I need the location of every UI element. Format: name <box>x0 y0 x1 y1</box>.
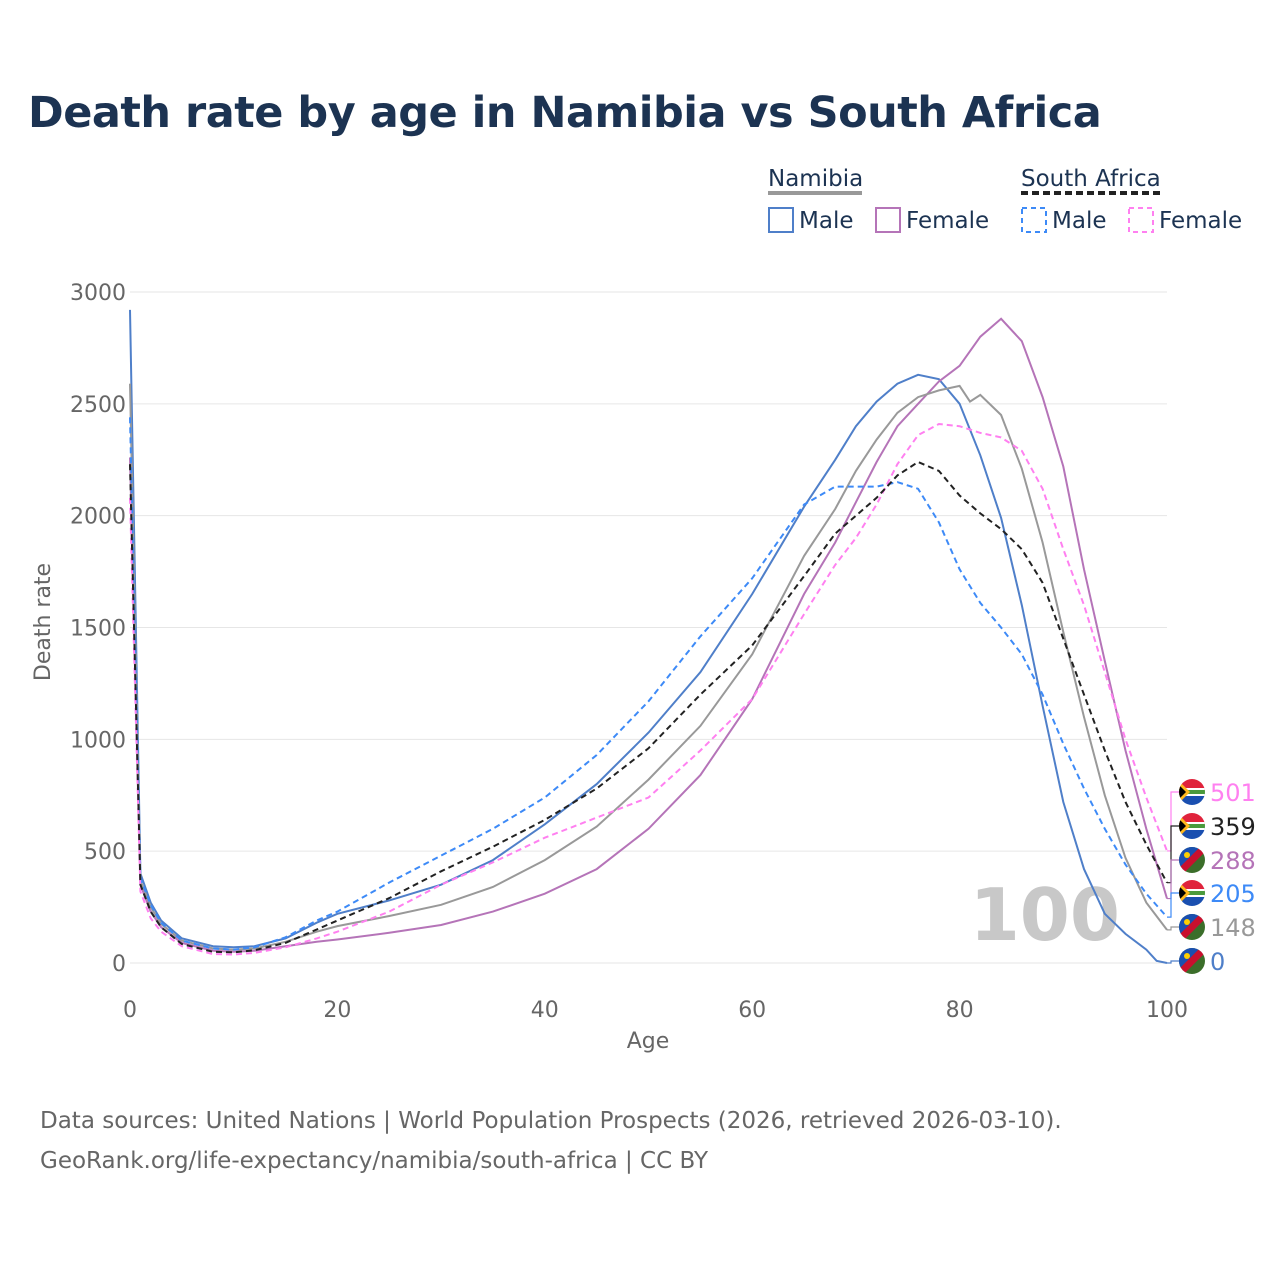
end-value-label: 359 <box>1210 813 1256 841</box>
x-tick-label: 60 <box>738 998 766 1023</box>
watermark-annotation: 100 <box>970 873 1120 957</box>
end-label-connector <box>1167 926 1179 931</box>
y-axis-label: Death rate <box>31 563 56 681</box>
south-africa-flag-icon <box>1179 813 1205 839</box>
legend-sa-female[interactable]: Female <box>1159 208 1242 234</box>
series-line-south-africa-male <box>129 417 1168 951</box>
legend-namibia-female[interactable]: Female <box>906 208 989 234</box>
legend-sa-male-swatch <box>1021 207 1047 233</box>
x-tick-label: 100 <box>1146 998 1188 1023</box>
end-value-label: 205 <box>1210 880 1256 908</box>
source-line-2[interactable]: GeoRank.org/life-expectancy/namibia/sout… <box>40 1148 709 1174</box>
namibia-flag-icon <box>1179 914 1205 940</box>
namibia-flag-icon <box>1179 948 1205 974</box>
south-africa-flag-icon <box>1179 779 1205 805</box>
series-line-south-africa <box>129 460 1168 954</box>
legend-group-namibia: Namibia <box>768 166 863 192</box>
chart-title: Death rate by age in Namibia vs South Af… <box>28 88 1102 138</box>
y-tick-label: 0 <box>112 952 126 977</box>
series-line-namibia-female <box>129 317 1168 953</box>
end-value-label: 288 <box>1210 847 1256 875</box>
legend-sa-male[interactable]: Male <box>1052 208 1106 234</box>
end-value-label: 501 <box>1210 779 1256 807</box>
legend: Namibia Male Female South Africa Male Fe… <box>768 166 1242 234</box>
legend-namibia-female-swatch <box>875 207 901 233</box>
y-tick-label: 1000 <box>70 728 126 753</box>
legend-namibia-male-swatch <box>768 207 794 233</box>
series-line-namibia-male <box>129 309 1168 964</box>
y-tick-label: 2500 <box>70 393 126 418</box>
x-axis-label: Age <box>627 1029 670 1054</box>
series-line-namibia <box>129 383 1168 951</box>
x-tick-label: 80 <box>946 998 974 1023</box>
end-label-connector <box>1167 791 1179 852</box>
y-tick-label: 2000 <box>70 505 126 530</box>
y-tick-label: 1500 <box>70 617 126 642</box>
legend-namibia-male[interactable]: Male <box>799 208 853 234</box>
end-value-label: 0 <box>1210 948 1225 976</box>
namibia-flag-icon <box>1179 847 1205 873</box>
x-tick-label: 0 <box>123 998 137 1023</box>
source-line-1: Data sources: United Nations | World Pop… <box>40 1108 1062 1134</box>
end-label-connector <box>1167 960 1179 964</box>
y-tick-label: 3000 <box>70 281 126 306</box>
end-value-label: 148 <box>1210 914 1256 942</box>
series-line-south-africa-female <box>129 422 1168 956</box>
south-africa-flag-icon <box>1179 880 1205 906</box>
y-tick-label: 500 <box>84 840 126 865</box>
end-label-connector <box>1167 825 1179 884</box>
legend-sa-female-swatch <box>1128 207 1154 233</box>
end-label-connector <box>1167 892 1179 918</box>
x-tick-label: 20 <box>323 998 351 1023</box>
end-label-connector <box>1167 859 1179 900</box>
legend-group-south-africa: South Africa <box>1021 166 1161 192</box>
x-tick-label: 40 <box>531 998 559 1023</box>
